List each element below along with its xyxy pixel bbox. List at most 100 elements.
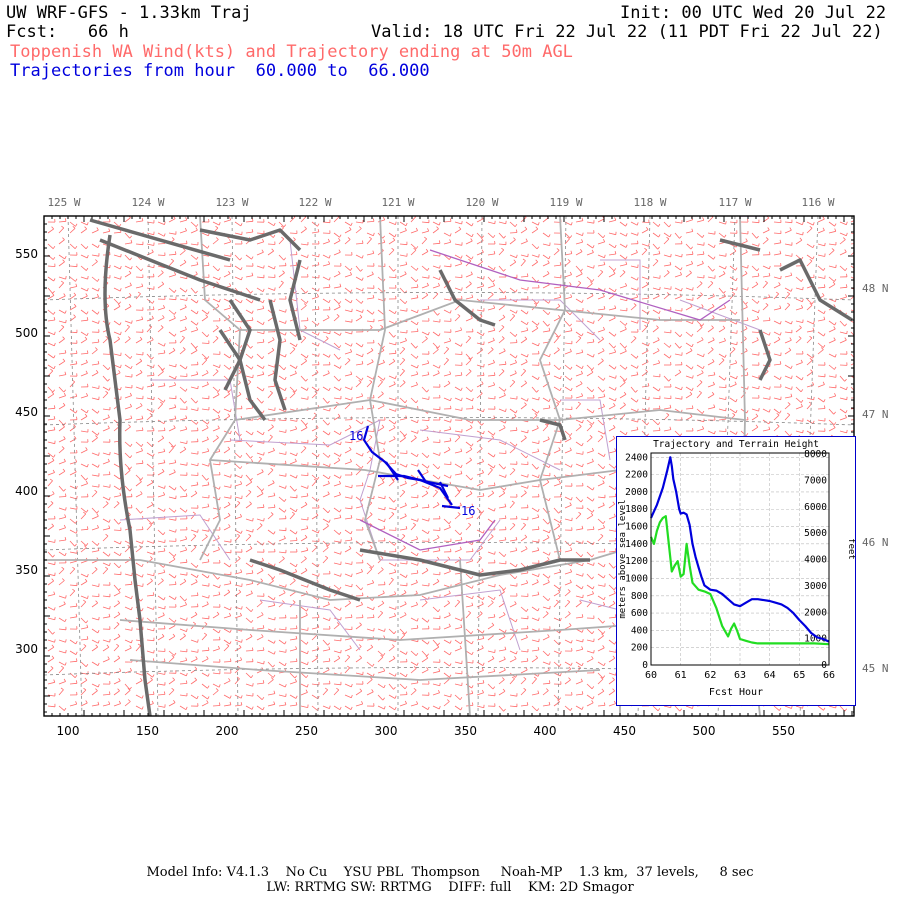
wind-barb [355,316,363,322]
wind-barb-flag [173,444,177,448]
wind-barb-flag [658,234,661,238]
wind-barb [190,264,198,267]
wind-barb [311,331,319,336]
wind-barb [256,570,264,575]
wind-barb [135,405,143,410]
wind-barb-flag [555,335,559,339]
wind-barb-flag [645,369,648,373]
wind-barb [619,243,627,248]
wind-barb [586,341,594,344]
wind-barb-flag [340,441,342,445]
wind-barb [454,549,462,553]
wind-barb-flag [416,453,419,457]
wind-barb [102,230,110,234]
wind-barb [443,221,452,223]
wind-barb-flag [698,390,702,394]
wind-barb [707,430,715,435]
wind-barb-flag [317,306,320,310]
wind-barb-flag [858,395,859,398]
wind-barb-flag [548,552,551,556]
wind-barb [256,331,264,335]
wind-barb-flag [175,529,177,533]
wind-barb [377,557,384,564]
wind-barb [806,221,814,226]
wind-barb-flag [383,525,386,529]
wind-barb-flag [666,270,670,273]
wind-barb [80,408,88,414]
wind-barb [366,458,373,465]
wind-barb [366,238,372,245]
wind-barb [465,359,472,366]
wind-barb-flag [239,257,243,261]
wind-barb-flag [239,466,243,469]
wind-barb-flag [262,431,265,435]
wind-barb-flag [602,502,605,506]
wind-barb-flag [701,234,705,238]
wind-barb [553,483,561,487]
wind-barb [564,496,572,501]
wind-barb-flag [516,229,518,233]
wind-barb [795,221,803,226]
wind-barb-flag [51,523,54,527]
wind-barb [201,408,209,411]
wind-barb-flag [858,288,859,291]
wind-barb-flag [394,569,397,573]
wind-barb [300,287,306,294]
wind-barb-flag [526,354,529,358]
wind-barb [399,254,407,257]
wind-barb-flag [227,446,231,450]
wind-barb-flag [744,336,747,339]
wind-barb-flag [417,518,419,522]
wind-barb [718,408,726,412]
wind-barb [245,441,251,448]
wind-barb-flag [327,370,330,374]
wind-barb [795,362,803,366]
wind-barb [553,507,559,514]
wind-barb [289,264,297,267]
wind-barb [168,218,176,223]
wind-barb [212,437,219,443]
wind-barb [652,362,660,366]
wind-barb-flag [436,578,440,582]
wind-barb-flag [395,408,397,412]
wind-barb [201,397,209,400]
wind-barb-flag [207,553,210,557]
wind-barb [608,265,615,272]
wind-barb-flag [494,559,496,563]
wind-barb-flag [280,225,284,229]
wind-barb-flag [87,493,89,497]
wind-barb [146,524,152,531]
wind-barb-flag [424,236,427,240]
wind-barb-flag [86,526,89,530]
wind-barb [300,305,307,311]
wind-barb [278,452,286,455]
wind-barb [520,452,527,459]
wind-barb [575,265,581,272]
wind-barb [531,386,537,393]
wind-barb [113,562,120,569]
wind-barb [124,583,133,586]
wind-barb-flag [361,393,364,397]
wind-barb [729,375,737,380]
wind-barb-flag [361,436,364,441]
wind-barb [245,364,252,370]
wind-barb-flag [382,345,385,349]
wind-barb [421,518,429,522]
wind-barb [465,459,472,465]
wind-barb [663,287,671,290]
wind-barb [564,296,572,300]
init-time: Init: 00 UTC Wed 20 Jul 22 [620,3,887,23]
wind-barb [465,221,473,227]
wind-barb [619,320,626,326]
wind-barb [619,404,626,410]
wind-barb-flag [328,277,331,281]
wind-barb [377,362,385,366]
wind-barb [333,273,341,278]
wind-barb-flag [238,391,242,395]
wind-barb [278,538,286,542]
wind-barb [597,338,604,344]
wind-barb [157,283,165,289]
wind-barb-flag [119,552,122,556]
wind-barb [377,309,384,315]
wind-barb-flag [84,226,87,230]
